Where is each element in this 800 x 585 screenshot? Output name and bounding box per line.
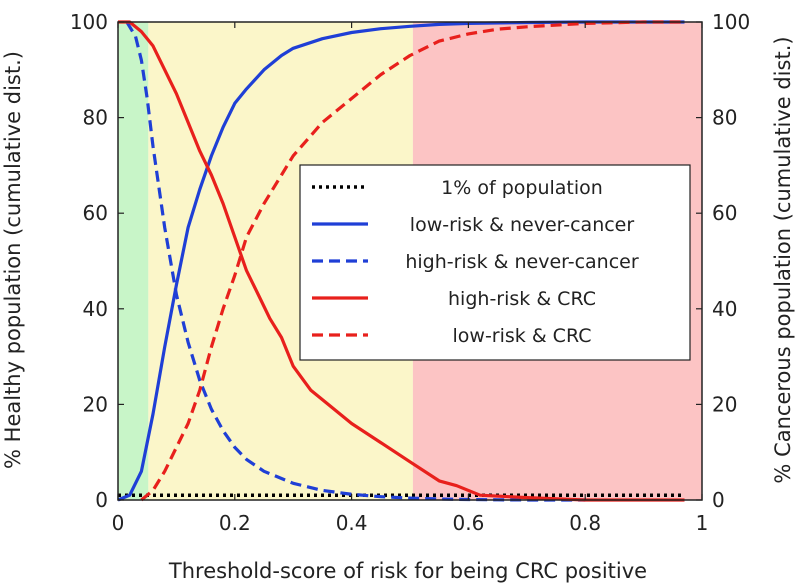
x-tick-label: 0.8	[569, 511, 601, 535]
background-band-1	[118, 22, 149, 500]
y-tick-label-right: 60	[712, 201, 737, 225]
legend-label-5: low-risk & CRC	[453, 325, 592, 347]
y-tick-label-left: 20	[83, 392, 108, 416]
plot-frame	[117, 21, 703, 501]
legend-label-3: high-risk & never-cancer	[405, 251, 639, 273]
y-tick-label-left: 60	[83, 201, 108, 225]
y-axis-label-left: % Healthy population (cumulative dist.)	[1, 51, 25, 469]
y-tick-label-right: 0	[712, 488, 725, 512]
y-tick-label-left: 0	[95, 488, 108, 512]
series-line-4	[118, 20, 685, 502]
x-tick-label: 0.6	[452, 511, 484, 535]
x-tick-label: 0	[112, 511, 125, 535]
series-line-5	[140, 20, 685, 502]
y-axis-label-right: % Cancerous population (cumulative dist.…	[771, 36, 795, 483]
axis-ticks	[117, 21, 703, 501]
legend: 1% of population low-risk & never-cancer h…	[299, 164, 691, 361]
legend-label-2: low-risk & never-cancer	[410, 214, 635, 236]
x-tick-label: 1	[696, 511, 709, 535]
y-tick-label-right: 80	[712, 106, 737, 130]
y-tick-label-left: 80	[83, 106, 108, 130]
y-tick-label-left: 100	[70, 10, 108, 34]
y-tick-label-left: 40	[83, 297, 108, 321]
legend-label-1: 1% of population	[441, 177, 603, 199]
legend-label-4: high-risk & CRC	[448, 288, 596, 310]
y-tick-label-right: 20	[712, 392, 737, 416]
x-axis-label: Threshold-score of risk for being CRC po…	[168, 559, 647, 583]
y-tick-label-right: 40	[712, 297, 737, 321]
series-line-3	[125, 21, 586, 502]
x-tick-label: 0.4	[336, 511, 368, 535]
x-tick-label: 0.2	[219, 511, 251, 535]
y-tick-label-right: 100	[712, 10, 750, 34]
